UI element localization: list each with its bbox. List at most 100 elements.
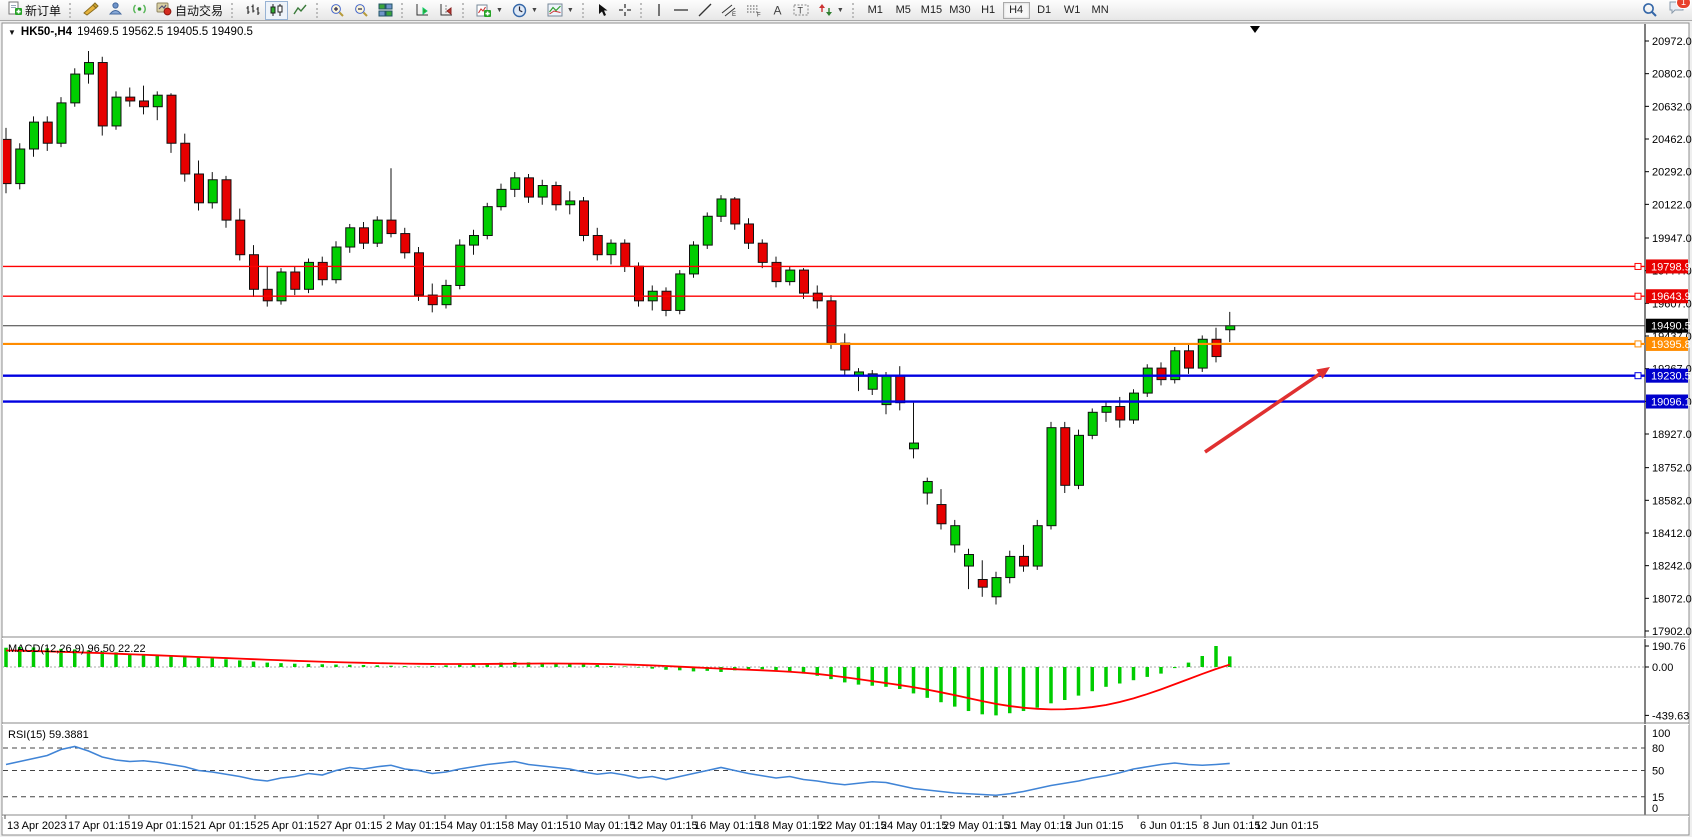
timeframe-m1[interactable]: M1 — [862, 2, 889, 19]
timeframe-m5[interactable]: M5 — [890, 2, 917, 19]
timeframe-h4[interactable]: H4 — [1002, 1, 1030, 19]
candle-body — [785, 269, 796, 283]
rsi-scale-label: 50 — [1652, 766, 1664, 778]
candle-body — [1101, 406, 1112, 413]
candle-body — [771, 261, 782, 283]
text-label-button[interactable]: T — [789, 1, 813, 20]
trendline-button[interactable] — [694, 1, 716, 20]
zoom-out-button[interactable] — [350, 1, 373, 20]
candle-body — [427, 294, 438, 306]
hline-handle[interactable] — [1634, 262, 1642, 270]
new-order-button[interactable]: 新订单 — [3, 1, 65, 20]
price-tick-label: 20292.0 — [1652, 167, 1692, 179]
candle-body — [207, 179, 218, 204]
crayon-icon — [83, 1, 99, 19]
time-axis[interactable]: 13 Apr 2023 17 Apr 01:15 19 Apr 01:15 21 Ap… — [4, 815, 1319, 832]
trend-arrow[interactable] — [1204, 370, 1325, 454]
time-tick-label: 16 May 01:15 — [694, 820, 761, 832]
time-tick-label: 25 Apr 01:15 — [257, 820, 319, 832]
timeframe-m15[interactable]: M15 — [918, 2, 945, 19]
crosshair-button[interactable] — [614, 1, 636, 20]
candle-body — [194, 173, 204, 204]
chart-symbol-period: HK50-,H4 — [20, 26, 73, 38]
templates-button[interactable]: ▼ — [543, 1, 578, 20]
macd-indicator — [3, 646, 1645, 716]
notifications-button[interactable]: 1 — [1668, 0, 1691, 20]
candle-body — [744, 223, 754, 244]
timeframe-mn[interactable]: MN — [1087, 2, 1114, 19]
candle-body — [826, 300, 837, 344]
toolbar-grip — [639, 2, 646, 18]
candle-body — [510, 177, 521, 190]
candle-body — [152, 94, 163, 108]
zoom-in-button[interactable] — [326, 1, 349, 20]
candle-body — [537, 185, 548, 198]
time-tick-label: 10 May 01:15 — [569, 820, 636, 832]
horizontal-line-button[interactable] — [669, 1, 693, 20]
cursor-button[interactable] — [592, 1, 613, 20]
candle-body — [317, 261, 328, 281]
trend-arrow-head[interactable] — [1316, 367, 1330, 379]
chart-shift-button[interactable] — [435, 1, 458, 20]
text-label-icon: T — [793, 4, 809, 16]
time-tick-label: 21 Apr 01:15 — [194, 820, 256, 832]
candle-body — [15, 148, 26, 185]
signals-button[interactable] — [128, 1, 151, 20]
candle-body — [675, 273, 686, 311]
hline-handle[interactable] — [1634, 292, 1642, 300]
candle-body — [991, 577, 1002, 598]
macd-signal-line — [5, 649, 1231, 711]
timeframe-w1[interactable]: W1 — [1059, 2, 1086, 19]
auto-scroll-button[interactable] — [411, 1, 434, 20]
periods-button[interactable]: ▼ — [508, 1, 542, 20]
candlestick-button[interactable] — [265, 0, 289, 20]
styler-button[interactable] — [79, 1, 103, 20]
candle-body — [1129, 392, 1139, 421]
candle-body — [372, 219, 383, 244]
arrows-button[interactable]: ▼ — [814, 1, 848, 20]
text-button[interactable]: A — [767, 1, 788, 20]
text-icon: A — [773, 4, 781, 18]
chart-shift-marker[interactable] — [1250, 26, 1260, 33]
price-tick-label: 17902.0 — [1652, 626, 1692, 638]
notification-badge: 1 — [1675, 0, 1691, 9]
equidistant-channel-button[interactable]: E — [717, 1, 741, 20]
rsi-scale-label: 15 — [1652, 792, 1664, 804]
autotrade-label: 自动交易 — [175, 3, 224, 18]
community-button[interactable] — [104, 1, 127, 20]
one-click-trading-toggle[interactable]: ▼ — [8, 27, 16, 37]
cursor-icon — [598, 4, 608, 16]
line-chart-button[interactable] — [289, 1, 312, 20]
price-badge-label: 19096.1 — [1651, 397, 1691, 409]
macd-scale-label: -439.63 — [1652, 710, 1689, 722]
vertical-line-button[interactable] — [650, 1, 668, 20]
time-tick-label: 6 Jun 01:15 — [1140, 820, 1198, 832]
fibonacci-button[interactable]: F — [742, 1, 766, 20]
autotrade-button[interactable]: 自动交易 — [152, 1, 227, 20]
auto-scroll-icon — [416, 4, 429, 16]
hline-handle[interactable] — [1634, 372, 1642, 380]
time-tick-label: 17 Apr 01:15 — [68, 820, 130, 832]
candle-body — [29, 121, 39, 150]
price-tick-label: 18072.0 — [1652, 593, 1692, 605]
candle-body — [469, 234, 479, 246]
timeframe-m30[interactable]: M30 — [946, 2, 973, 19]
candle-body — [345, 227, 356, 248]
price-tick-label: 20632.0 — [1652, 101, 1692, 113]
timeframe-h1[interactable]: H1 — [975, 2, 1002, 19]
candle-body — [42, 121, 53, 144]
tile-windows-button[interactable] — [374, 1, 397, 20]
candle-body — [235, 219, 246, 256]
candle-body — [166, 94, 177, 144]
timeframe-d1[interactable]: D1 — [1031, 2, 1058, 19]
indicators-button[interactable]: ▼ — [472, 1, 507, 20]
candle-body — [592, 234, 603, 256]
bar-chart-button[interactable] — [241, 1, 264, 20]
hline-handle[interactable] — [1634, 340, 1642, 348]
search-button[interactable] — [1638, 1, 1662, 20]
candle-body — [606, 242, 617, 256]
candle-body — [139, 100, 149, 108]
time-tick-label: 8 May 01:15 — [508, 820, 569, 832]
rsi-line — [5, 745, 1230, 797]
